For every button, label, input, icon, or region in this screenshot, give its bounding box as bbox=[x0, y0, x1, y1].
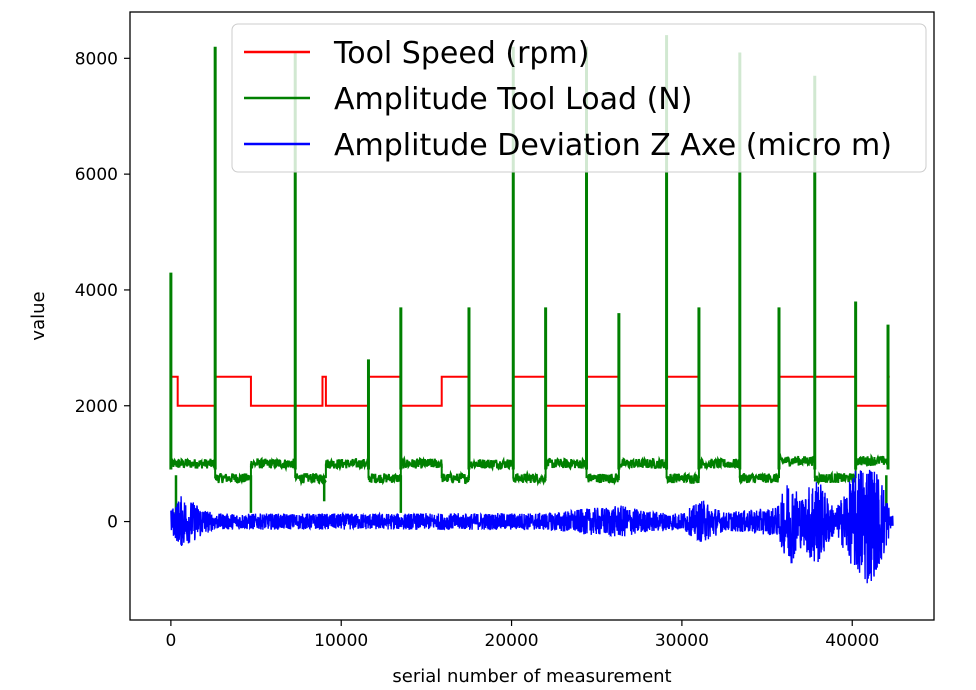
series-1 bbox=[170, 375, 890, 407]
tool-load-segment bbox=[544, 456, 588, 471]
y-tick-label: 2000 bbox=[75, 397, 118, 417]
y-tick-label: 0 bbox=[107, 513, 118, 533]
y-tick-label: 8000 bbox=[75, 49, 118, 69]
tool-load-segment bbox=[813, 470, 857, 486]
tool-load-segment bbox=[854, 453, 889, 468]
tool-load-segment bbox=[169, 457, 182, 469]
x-tick-label: 40000 bbox=[825, 631, 879, 651]
x-tick-label: 0 bbox=[165, 631, 176, 651]
axes-frame bbox=[129, 11, 935, 621]
x-tick-label: 30000 bbox=[655, 631, 709, 651]
x-axis: 0 10000 20000 30000 40000 bbox=[165, 620, 879, 651]
tool-load-segment bbox=[367, 472, 402, 486]
tool-load-segment bbox=[399, 455, 443, 470]
tool-load-segment bbox=[512, 469, 547, 487]
y-axis: 0 2000 4000 6000 8000 bbox=[75, 49, 130, 533]
tool-load-segment bbox=[294, 472, 327, 487]
tool-load-segment bbox=[440, 469, 470, 485]
legend-label: Amplitude Deviation Z Axe (micro m) bbox=[334, 128, 892, 163]
tool-load-segment bbox=[468, 456, 515, 472]
tool-load-segment bbox=[778, 453, 816, 467]
y-tick-label: 6000 bbox=[75, 165, 118, 185]
legend-label: Amplitude Tool Load (N) bbox=[334, 82, 692, 117]
y-axis-label: value bbox=[28, 291, 49, 340]
tool-load-segment bbox=[665, 471, 700, 485]
tool-load-segment bbox=[585, 472, 620, 486]
series-line-tool-speed bbox=[170, 375, 890, 407]
tool-load-segment bbox=[697, 455, 741, 471]
x-tick-label: 10000 bbox=[314, 631, 368, 651]
series-line-deviation-z bbox=[170, 469, 894, 584]
x-axis-label: serial number of measurement bbox=[392, 666, 671, 687]
legend: Tool Speed (rpm) Amplitude Tool Load (N) A… bbox=[231, 23, 927, 173]
tool-load-segment bbox=[324, 457, 370, 472]
tool-load-segment bbox=[214, 472, 252, 485]
y-tick-label: 4000 bbox=[75, 281, 118, 301]
x-tick-label: 20000 bbox=[485, 631, 539, 651]
legend-box bbox=[231, 23, 927, 173]
tool-load-segment bbox=[617, 455, 668, 471]
tool-load-segment bbox=[180, 457, 217, 469]
tool-load-segment bbox=[738, 471, 780, 485]
legend-label: Tool Speed (rpm) bbox=[333, 36, 589, 71]
tool-load-segment bbox=[249, 456, 296, 473]
series-3 bbox=[170, 469, 894, 584]
